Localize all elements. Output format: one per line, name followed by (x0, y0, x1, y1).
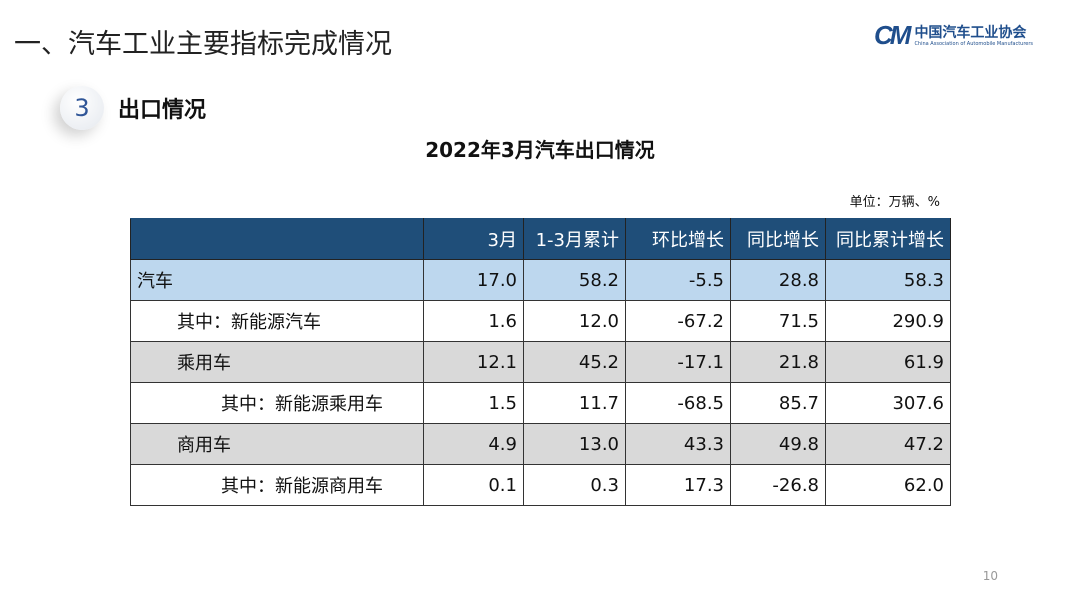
cell-value: 45.2 (523, 341, 626, 383)
logo: CM 中国汽车工业协会 China Association of Automob… (874, 20, 1033, 51)
cell-value: 4.9 (423, 423, 524, 465)
cell-value: 17.3 (625, 464, 731, 506)
cell-value: 1.6 (423, 300, 524, 342)
column-header: 3月 (423, 218, 524, 260)
table-row: 乘用车 12.1 45.2 -17.1 21.8 61.9 (130, 341, 951, 383)
table-row: 其中：新能源乘用车 1.5 11.7 -68.5 85.7 307.6 (130, 382, 951, 424)
cell-value: 49.8 (730, 423, 826, 465)
cell-value: -5.5 (625, 259, 731, 301)
logo-cn: 中国汽车工业协会 (914, 24, 1027, 41)
column-header: 1-3月累计 (523, 218, 626, 260)
column-header (130, 218, 424, 260)
cell-value: 12.0 (523, 300, 626, 342)
cell-value: -26.8 (730, 464, 826, 506)
table-row: 其中：新能源商用车 0.1 0.3 17.3 -26.8 62.0 (130, 464, 951, 506)
table-title: 2022年3月汽车出口情况 (425, 138, 655, 162)
cell-value: 0.1 (423, 464, 524, 506)
row-label: 乘用车 (130, 341, 424, 383)
cell-value: 43.3 (625, 423, 731, 465)
row-label: 商用车 (130, 423, 424, 465)
column-header: 同比增长 (730, 218, 826, 260)
page-number: 10 (982, 569, 998, 583)
cell-value: 71.5 (730, 300, 826, 342)
cell-value: 85.7 (730, 382, 826, 424)
cell-value: 21.8 (730, 341, 826, 383)
row-label: 其中：新能源商用车 (130, 464, 424, 506)
section-number-badge: 3 (60, 86, 104, 130)
row-label: 其中：新能源乘用车 (130, 382, 424, 424)
table-row: 其中：新能源汽车 1.6 12.0 -67.2 71.5 290.9 (130, 300, 951, 342)
row-label: 汽车 (130, 259, 424, 301)
cell-value: 28.8 (730, 259, 826, 301)
cell-value: -67.2 (625, 300, 731, 342)
cell-value: -68.5 (625, 382, 731, 424)
export-table: 3月 1-3月累计 环比增长 同比增长 同比累计增长 汽车 17.0 58.2 -5.… (130, 218, 951, 506)
cell-value: 307.6 (825, 382, 951, 424)
cell-value: 0.3 (523, 464, 626, 506)
table-row: 汽车 17.0 58.2 -5.5 28.8 58.3 (130, 259, 951, 301)
cell-value: -17.1 (625, 341, 731, 383)
cell-value: 13.0 (523, 423, 626, 465)
table-header: 3月 1-3月累计 环比增长 同比增长 同比累计增长 (130, 218, 951, 260)
cell-value: 62.0 (825, 464, 951, 506)
cell-value: 11.7 (523, 382, 626, 424)
cell-value: 58.2 (523, 259, 626, 301)
section-heading: 3 出口情况 (60, 86, 206, 130)
cell-value: 61.9 (825, 341, 951, 383)
column-header: 环比增长 (625, 218, 731, 260)
cell-value: 47.2 (825, 423, 951, 465)
row-label: 其中：新能源汽车 (130, 300, 424, 342)
cell-value: 58.3 (825, 259, 951, 301)
cell-value: 1.5 (423, 382, 524, 424)
section-label: 出口情况 (118, 98, 207, 123)
logo-en: China Association of Automobile Manufact… (914, 40, 1034, 47)
cell-value: 12.1 (423, 341, 524, 383)
logo-mark-icon: CM (874, 20, 911, 50)
slide-title: 一、汽车工业主要指标完成情况 (14, 29, 392, 60)
unit-label: 单位：万辆、% (849, 195, 940, 210)
cell-value: 17.0 (423, 259, 524, 301)
cell-value: 290.9 (825, 300, 951, 342)
column-header: 同比累计增长 (825, 218, 951, 260)
table-row: 商用车 4.9 13.0 43.3 49.8 47.2 (130, 423, 951, 465)
